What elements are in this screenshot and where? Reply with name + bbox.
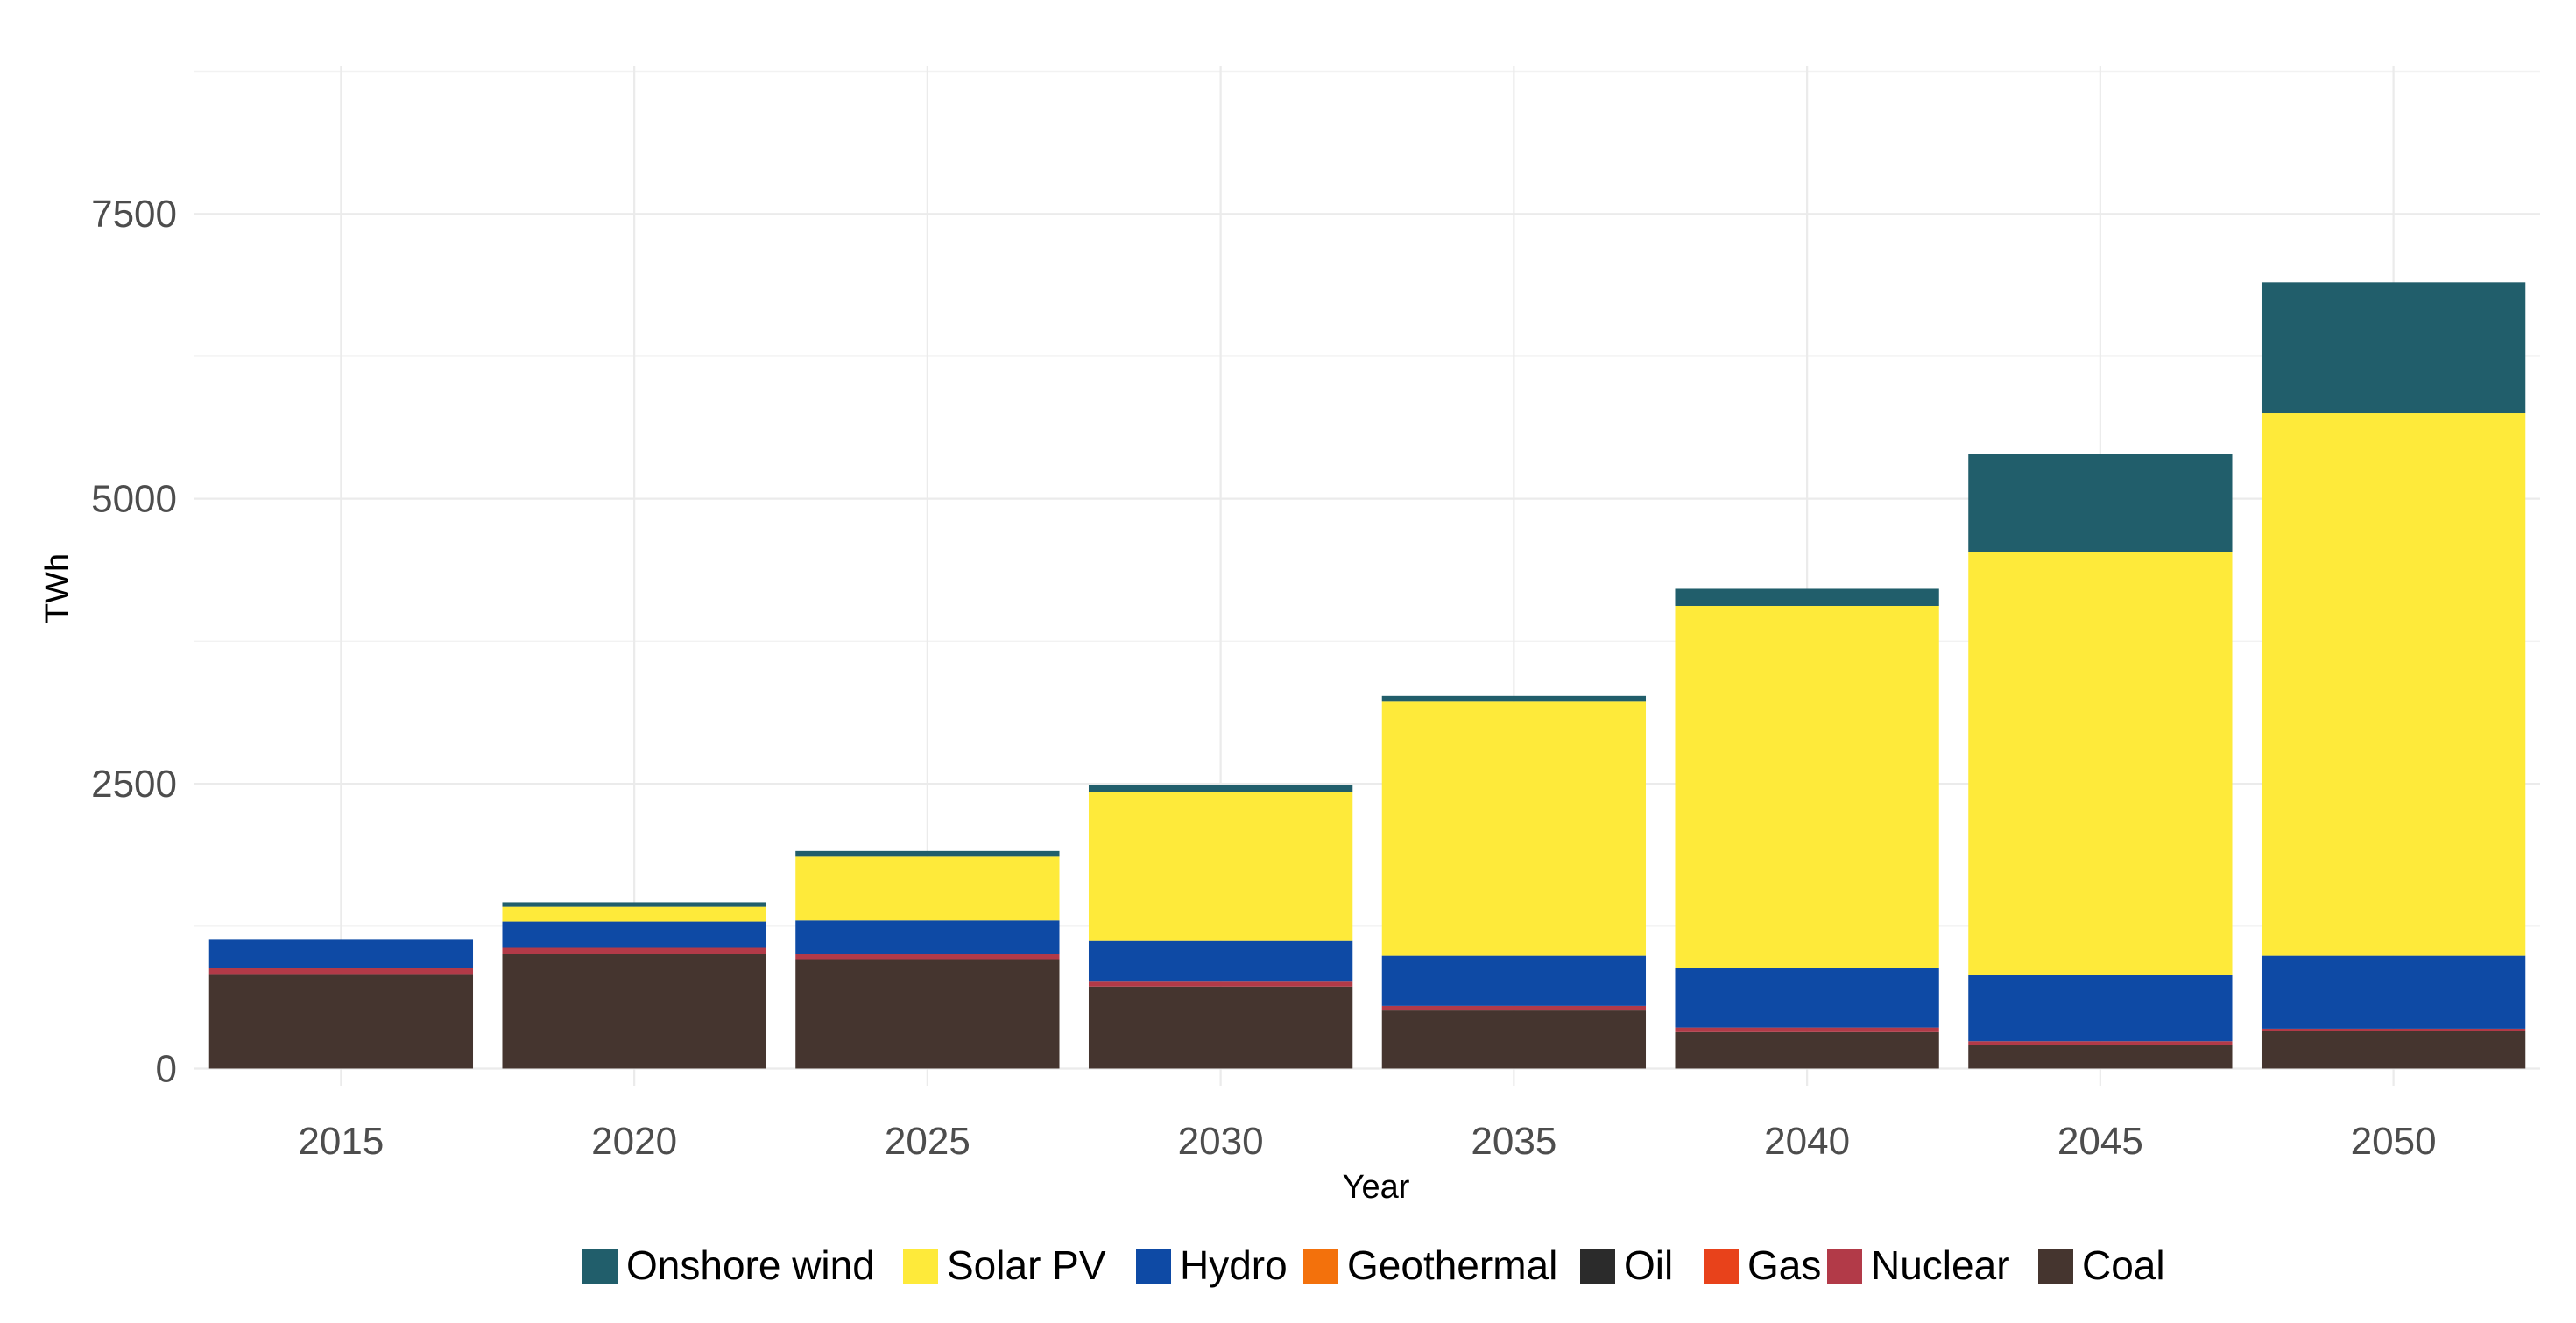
bar-segment-coal-2025 — [795, 959, 1060, 1069]
bar-segment-solar-pv-2050 — [2261, 413, 2526, 956]
bar-segment-solar-pv-2030 — [1088, 792, 1353, 941]
legend-swatch-coal — [2038, 1249, 2073, 1284]
legend-item-coal: Coal — [2038, 1242, 2165, 1288]
legend-label-solar-pv: Solar PV — [947, 1242, 1106, 1288]
x-tick-label: 2020 — [591, 1120, 677, 1163]
x-axis-title: Year — [1343, 1169, 1410, 1206]
legend-swatch-oil — [1580, 1249, 1615, 1284]
x-tick-label: 2050 — [2351, 1120, 2437, 1163]
legend-item-hydro: Hydro — [1136, 1242, 1288, 1288]
y-tick-label: 2500 — [91, 763, 177, 806]
y-tick-label: 7500 — [91, 193, 177, 236]
bar-segment-onshore-wind-2035 — [1381, 695, 1647, 702]
legend-label-nuclear: Nuclear — [1871, 1242, 2010, 1288]
y-tick-label: 5000 — [91, 478, 177, 521]
x-tick-label: 2030 — [1178, 1120, 1264, 1163]
legend-item-solar-pv: Solar PV — [903, 1242, 1106, 1288]
y-axis-title: TWh — [39, 553, 76, 623]
bar-segment-hydro-2045 — [1968, 975, 2233, 1042]
bar-segment-solar-pv-2020 — [502, 906, 766, 922]
bar-segment-hydro-2035 — [1381, 955, 1647, 1006]
bar-segment-nuclear-2015 — [208, 968, 474, 975]
bar-segment-solar-pv-2025 — [795, 856, 1060, 921]
bar-segment-hydro-2020 — [502, 921, 766, 948]
legend-label-gas: Gas — [1747, 1242, 1821, 1288]
bar-segment-nuclear-2050 — [2261, 1028, 2526, 1031]
bar-segment-nuclear-2025 — [795, 954, 1060, 960]
bar-segment-coal-2035 — [1381, 1010, 1647, 1069]
bar-segment-hydro-2025 — [795, 920, 1060, 954]
y-tick-label: 0 — [156, 1047, 177, 1090]
legend-swatch-nuclear — [1827, 1249, 1862, 1284]
bar-segment-nuclear-2040 — [1675, 1027, 1939, 1032]
bar-segment-coal-2020 — [502, 954, 766, 1069]
legend-swatch-gas — [1704, 1249, 1739, 1284]
legend-label-hydro: Hydro — [1180, 1242, 1288, 1288]
legend-label-coal: Coal — [2082, 1242, 2165, 1288]
legend-swatch-solar-pv — [903, 1249, 938, 1284]
bar-segment-onshore-wind-2030 — [1088, 785, 1353, 792]
legend-label-oil: Oil — [1624, 1242, 1673, 1288]
legend-swatch-geothermal — [1303, 1249, 1338, 1284]
bar-segment-nuclear-2035 — [1381, 1005, 1647, 1011]
legend-item-oil: Oil — [1580, 1242, 1673, 1288]
bar-segment-onshore-wind-2050 — [2261, 282, 2526, 414]
bars-layer — [208, 282, 2526, 1069]
x-tick-label: 2045 — [2057, 1120, 2143, 1163]
bar-segment-coal-2045 — [1968, 1045, 2233, 1069]
legend-item-onshore-wind: Onshore wind — [582, 1242, 875, 1288]
legend: Onshore wind Solar PV Hydro Geothermal Oil Ga… — [582, 1242, 2165, 1288]
bar-segment-hydro-2030 — [1088, 940, 1353, 982]
bar-segment-onshore-wind-2040 — [1675, 588, 1939, 606]
x-tick-label: 2040 — [1764, 1120, 1850, 1163]
bar-segment-coal-2040 — [1675, 1031, 1939, 1069]
bar-segment-coal-2030 — [1088, 986, 1353, 1069]
x-tick-label: 2025 — [885, 1120, 970, 1163]
x-tick-label: 2035 — [1471, 1120, 1556, 1163]
bar-segment-hydro-2050 — [2261, 955, 2526, 1029]
bar-segment-solar-pv-2035 — [1381, 701, 1647, 956]
bar-segment-coal-2015 — [208, 974, 474, 1069]
legend-item-nuclear: Nuclear — [1827, 1242, 2010, 1288]
bar-segment-onshore-wind-2025 — [795, 850, 1060, 857]
legend-label-geothermal: Geothermal — [1347, 1242, 1557, 1288]
legend-label-onshore-wind: Onshore wind — [626, 1242, 875, 1288]
legend-swatch-onshore-wind — [582, 1249, 618, 1284]
bar-segment-nuclear-2020 — [502, 947, 766, 954]
legend-item-geothermal: Geothermal — [1303, 1242, 1557, 1288]
bar-segment-hydro-2040 — [1675, 968, 1939, 1028]
bar-segment-nuclear-2030 — [1088, 981, 1353, 987]
bar-segment-hydro-2015 — [208, 939, 474, 968]
axis-layer: Year TWh 0 2500 5000 7500 2015 2020 2025 2030 20… — [39, 193, 2437, 1206]
legend-item-gas: Gas — [1704, 1242, 1821, 1288]
bar-segment-onshore-wind-2045 — [1968, 454, 2233, 552]
bar-segment-nuclear-2045 — [1968, 1041, 2233, 1045]
bar-segment-solar-pv-2045 — [1968, 552, 2233, 975]
x-tick-label: 2015 — [298, 1120, 384, 1163]
bar-segment-coal-2050 — [2261, 1031, 2526, 1069]
bar-segment-solar-pv-2040 — [1675, 605, 1939, 968]
legend-swatch-hydro — [1136, 1249, 1171, 1284]
bar-segment-onshore-wind-2020 — [502, 902, 766, 907]
